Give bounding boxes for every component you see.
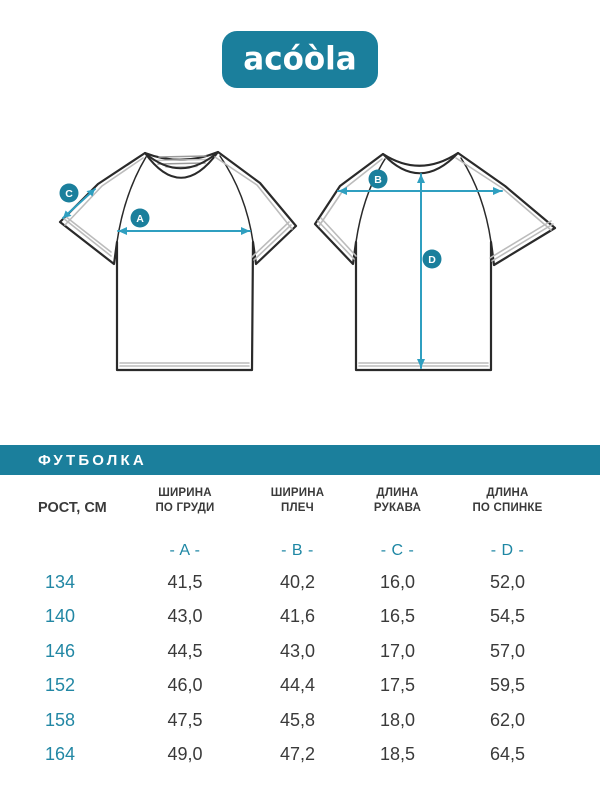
height-value: 146 xyxy=(44,640,76,661)
stitch-details-back xyxy=(317,157,554,367)
table-row: 158 47,5 45,8 18,0 62,0 xyxy=(0,703,600,738)
sleeve-value: 17,5 xyxy=(379,675,416,696)
sleeve-value: 16,5 xyxy=(379,606,416,627)
column-header-back: ДЛИНА ПО СПИНКЕ xyxy=(472,487,543,514)
marker-d-letter: D xyxy=(428,254,436,266)
chest-value: 44,5 xyxy=(167,640,203,661)
shoulder-value: 43,0 xyxy=(279,640,316,661)
section-header-bar: ФУТБОЛКА xyxy=(0,445,600,475)
back-collar-band xyxy=(382,152,459,175)
collar-band xyxy=(144,151,219,179)
back-value: 54,5 xyxy=(489,606,526,627)
tshirt-front-drawing: A C xyxy=(58,150,298,372)
table-row: 140 43,0 41,6 16,5 54,5 xyxy=(0,600,600,635)
brand-logo-text: acóòla xyxy=(243,40,357,78)
height-value: 152 xyxy=(44,675,76,696)
letter-d: - D - xyxy=(490,542,525,559)
sleeve-value: 18,0 xyxy=(379,709,416,730)
marker-c: C xyxy=(59,183,79,203)
height-value: 134 xyxy=(44,571,76,592)
shoulder-value: 40,2 xyxy=(279,571,316,592)
measure-arrowheads-chest xyxy=(118,227,250,235)
tshirt-back-drawing: B D xyxy=(313,151,557,372)
back-value: 59,5 xyxy=(489,675,526,696)
shoulder-value: 47,2 xyxy=(279,744,316,765)
stitch-details xyxy=(62,156,293,367)
brand-logo: acóòla xyxy=(222,31,378,88)
armhole-seams-back xyxy=(355,157,492,243)
table-row: 146 44,5 43,0 17,0 57,0 xyxy=(0,634,600,669)
back-value: 52,0 xyxy=(489,571,526,592)
height-value: 164 xyxy=(44,744,76,765)
height-value: 140 xyxy=(44,606,76,627)
shoulder-value: 45,8 xyxy=(279,709,316,730)
column-header-sleeve: ДЛИНА РУКАВА xyxy=(373,487,422,514)
measure-arrowheads-shoulder xyxy=(338,187,502,195)
section-title: ФУТБОЛКА xyxy=(38,451,147,469)
table-letter-row: - A - - B - - C - - D - xyxy=(0,542,600,560)
sleeve-value: 16,0 xyxy=(379,571,416,592)
back-value: 64,5 xyxy=(489,744,526,765)
chest-value: 43,0 xyxy=(167,606,203,627)
chest-value: 47,5 xyxy=(167,709,203,730)
table-header-row: РОСТ, СМ ШИРИНА ПО ГРУДИ ШИРИНА ПЛЕЧ ДЛИ… xyxy=(0,486,600,516)
chest-value: 49,0 xyxy=(167,744,203,765)
letter-a: - A - xyxy=(169,542,201,559)
table-row: 164 49,0 47,2 18,5 64,5 xyxy=(0,738,600,773)
marker-b-letter: B xyxy=(374,174,382,186)
column-header-shoulder: ШИРИНА ПЛЕЧ xyxy=(270,487,325,514)
shoulder-value: 41,6 xyxy=(279,606,316,627)
column-header-height: РОСТ, СМ xyxy=(38,500,107,516)
chest-value: 46,0 xyxy=(167,675,203,696)
marker-c-letter: C xyxy=(65,188,73,200)
marker-a-letter: A xyxy=(136,213,144,225)
column-header-chest: ШИРИНА ПО ГРУДИ xyxy=(155,487,215,514)
marker-d: D xyxy=(422,249,442,269)
measure-arrowheads-back-length xyxy=(417,174,425,368)
back-value: 57,0 xyxy=(489,640,526,661)
back-value: 62,0 xyxy=(489,709,526,730)
table-body: 134 41,5 40,2 16,0 52,0 140 43,0 41,6 16… xyxy=(0,565,600,772)
table-row: 152 46,0 44,4 17,5 59,5 xyxy=(0,669,600,704)
tshirt-front-outline xyxy=(58,150,298,372)
letter-b: - B - xyxy=(281,542,314,559)
chest-value: 41,5 xyxy=(167,571,203,592)
height-value: 158 xyxy=(44,709,76,730)
marker-b: B xyxy=(368,169,388,189)
sleeve-value: 18,5 xyxy=(379,744,416,765)
table-row: 134 41,5 40,2 16,0 52,0 xyxy=(0,565,600,600)
letter-c: - C - xyxy=(380,542,415,559)
marker-a: A xyxy=(130,208,150,228)
sleeve-value: 17,0 xyxy=(379,640,416,661)
shoulder-value: 44,4 xyxy=(279,675,316,696)
measure-arrowheads-sleeve xyxy=(63,189,95,218)
